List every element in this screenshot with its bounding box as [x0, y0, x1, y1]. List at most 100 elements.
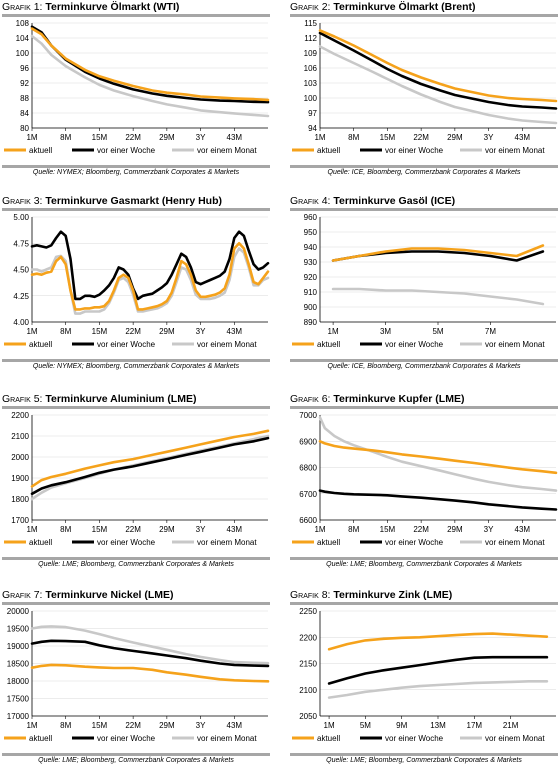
- x-tick-label: 15M: [92, 133, 108, 142]
- x-tick-label: 3Y: [484, 525, 494, 534]
- x-tick-label: 29M: [159, 525, 175, 534]
- title-rule: [290, 602, 558, 605]
- grafik-number: 5:: [30, 393, 46, 405]
- x-tick-label: 1M: [328, 327, 339, 336]
- series-line-monat: [30, 34, 270, 118]
- legend-label: aktuell: [29, 538, 52, 547]
- y-tick-label: 2250: [299, 607, 317, 616]
- line-chart: 890 900 910 920 930 940 950 960 1M 3M 5M 7M aktuell v…: [292, 213, 556, 349]
- y-tick-label: 18500: [7, 660, 30, 669]
- source-rule: [290, 753, 558, 756]
- y-tick-label: 17500: [7, 695, 30, 704]
- grafik-number: 7:: [30, 589, 46, 601]
- x-tick-label: 22M: [413, 525, 429, 534]
- line-chart: 80 84 88 92 96 100 104 108 1M 8M 15M 22M 29M 3Y 43M akt…: [4, 19, 270, 155]
- series-line-aktuell: [30, 27, 270, 102]
- legend-label: vor einem Monat: [485, 734, 545, 743]
- x-tick-label: 1M: [324, 721, 335, 730]
- source-note: Quelle: NYMEX; Bloomberg, Commerzbank Co…: [32, 169, 240, 176]
- grafik-label: Grafik: [290, 1, 319, 13]
- source-note: Quelle: ICE, Bloomberg, Commerzbank Corp…: [327, 169, 521, 176]
- x-tick-label: 8M: [60, 327, 71, 336]
- x-tick-label: 3Y: [196, 327, 206, 336]
- chart-title-text: Terminkurve Gasöl (ICE): [333, 195, 456, 207]
- x-tick-label: 29M: [159, 327, 175, 336]
- chart-panel-7: Grafik 7: Terminkurve Nickel (LME) 17000 1…: [2, 589, 270, 774]
- x-tick-label: 3Y: [484, 133, 494, 142]
- legend-label: aktuell: [29, 146, 52, 155]
- y-tick-label: 115: [304, 19, 317, 28]
- series-line-aktuell: [30, 429, 270, 488]
- grafik-label: Grafik: [290, 195, 319, 207]
- y-tick-label: 19000: [7, 642, 30, 651]
- x-tick-label: 43M: [227, 327, 243, 336]
- title-rule: [290, 14, 558, 17]
- y-tick-label: 100: [304, 94, 318, 103]
- y-tick-label: 88: [20, 94, 29, 103]
- y-tick-label: 920: [304, 273, 318, 282]
- x-tick-label: 22M: [125, 721, 141, 730]
- series-line-aktuell: [331, 244, 545, 262]
- y-tick-label: 18000: [7, 677, 30, 686]
- y-tick-label: 104: [16, 34, 30, 43]
- series-line-woche: [30, 639, 270, 668]
- chart-title: Grafik 1: Terminkurve Ölmarkt (WTI): [2, 1, 179, 13]
- x-tick-label: 29M: [447, 525, 463, 534]
- y-tick-label: 1900: [11, 474, 29, 483]
- title-rule: [2, 208, 270, 211]
- chart-title-text: Terminkurve Kupfer (LME): [333, 393, 465, 405]
- legend-label: aktuell: [317, 538, 340, 547]
- x-tick-label: 13M: [430, 721, 446, 730]
- series-line-monat: [30, 625, 270, 665]
- series-line-woche: [318, 489, 558, 511]
- y-tick-label: 103: [304, 79, 318, 88]
- x-tick-label: 22M: [125, 133, 141, 142]
- legend-label: aktuell: [317, 146, 340, 155]
- series-line-monat: [318, 45, 558, 125]
- source-rule: [2, 557, 270, 560]
- chart-title-text: Terminkurve Gasmarkt (Henry Hub): [45, 195, 222, 207]
- chart-panel-8: Grafik 8: Terminkurve Zink (LME) 2050 2100…: [290, 589, 558, 774]
- x-tick-label: 1M: [26, 525, 37, 534]
- source-note: Quelle: LME; Bloomberg, Commerzbank Corp…: [326, 561, 522, 568]
- grafik-number: 3:: [30, 195, 46, 207]
- grafik-number: 1:: [30, 1, 46, 13]
- chart-panel-5: Grafik 5: Terminkurve Aluminium (LME) 170…: [2, 393, 270, 578]
- legend-label: vor einem Monat: [485, 340, 545, 349]
- x-tick-label: 5M: [360, 721, 371, 730]
- y-tick-label: 6600: [299, 516, 317, 525]
- legend-label: aktuell: [29, 734, 52, 743]
- y-tick-label: 5.00: [13, 213, 29, 222]
- y-tick-label: 890: [304, 318, 318, 327]
- legend-label: vor einer Woche: [385, 340, 444, 349]
- source-rule: [2, 753, 270, 756]
- grafik-number: 8:: [318, 589, 334, 601]
- source-note: Quelle: LME; Bloomberg, Commerzbank Corp…: [326, 757, 522, 764]
- x-tick-label: 43M: [515, 133, 531, 142]
- legend-label: vor einem Monat: [197, 340, 257, 349]
- x-tick-label: 3M: [380, 327, 391, 336]
- legend-label: aktuell: [29, 340, 52, 349]
- chart-title: Grafik 8: Terminkurve Zink (LME): [290, 589, 452, 601]
- x-tick-label: 15M: [92, 327, 108, 336]
- x-tick-label: 8M: [60, 525, 71, 534]
- y-tick-label: 2100: [299, 686, 317, 695]
- source-rule: [2, 165, 270, 168]
- x-tick-label: 1M: [314, 133, 325, 142]
- grafik-number: 2:: [318, 1, 334, 13]
- y-tick-label: 2200: [299, 633, 317, 642]
- chart-title: Grafik 3: Terminkurve Gasmarkt (Henry Hu…: [2, 195, 222, 207]
- source-note: Quelle: LME; Bloomberg, Commerzbank Corp…: [38, 561, 234, 568]
- series-line-woche: [318, 31, 558, 110]
- y-tick-label: 900: [304, 303, 318, 312]
- y-tick-label: 2200: [11, 411, 29, 420]
- x-tick-label: 43M: [515, 525, 531, 534]
- x-tick-label: 3Y: [196, 721, 206, 730]
- y-tick-label: 2150: [299, 660, 317, 669]
- chart-title: Grafik 4: Terminkurve Gasöl (ICE): [290, 195, 455, 207]
- series-line-monat: [331, 287, 545, 306]
- series-line-woche: [30, 230, 270, 301]
- x-tick-label: 3Y: [196, 133, 206, 142]
- chart-panel-2: Grafik 2: Terminkurve Ölmarkt (Brent) 94 9…: [290, 1, 558, 186]
- chart-title-text: Terminkurve Zink (LME): [333, 589, 453, 601]
